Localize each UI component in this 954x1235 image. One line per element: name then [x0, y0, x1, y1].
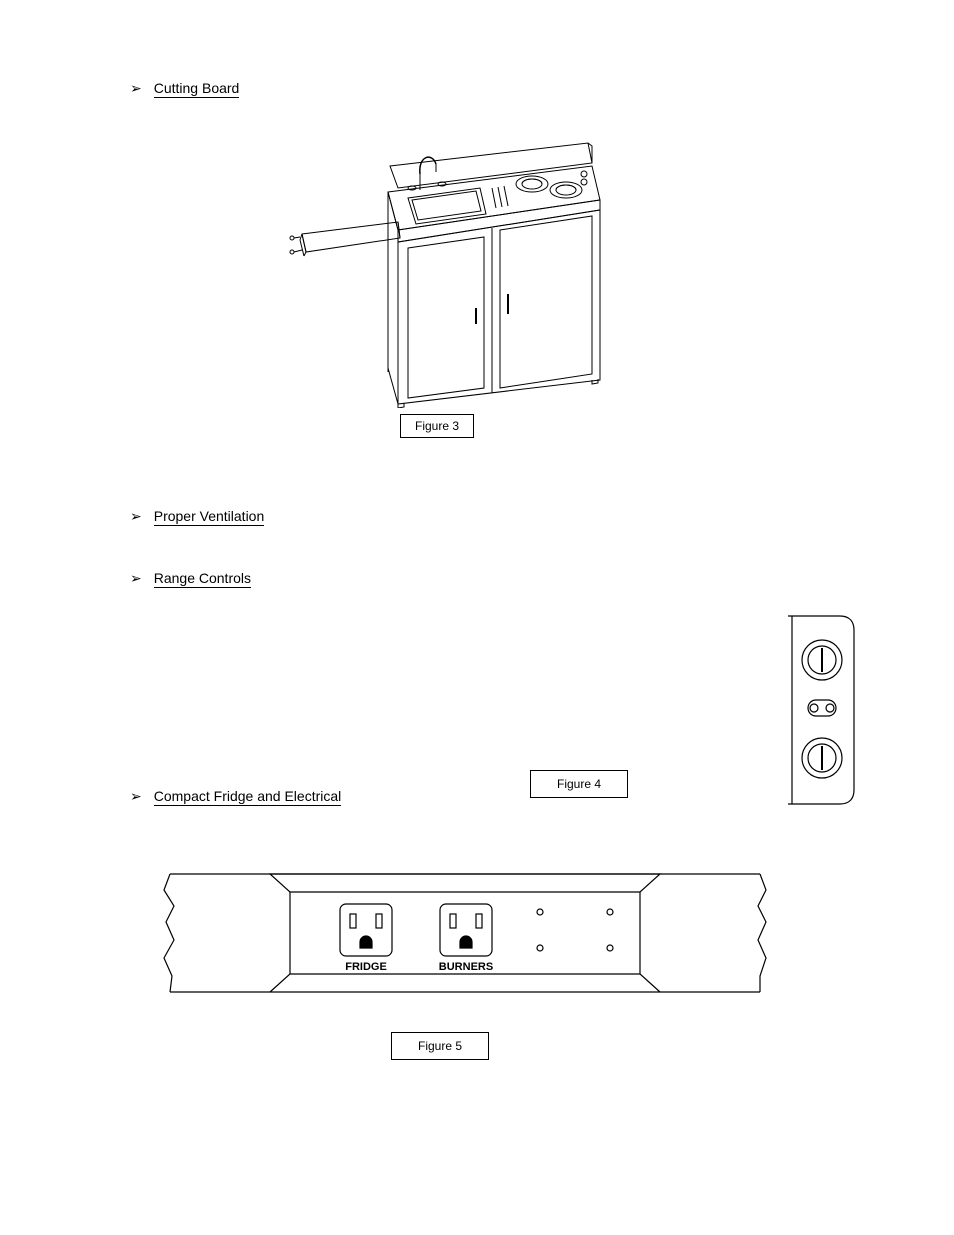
- compact-fridge-title: Compact Fridge and Electrical: [154, 788, 342, 806]
- proper-ventilation-title: Proper Ventilation: [154, 508, 265, 526]
- range-controls-title: Range Controls: [154, 570, 251, 588]
- bullet-icon: ➢: [130, 508, 142, 525]
- section-proper-ventilation: ➢ Proper Ventilation: [130, 508, 850, 526]
- bullet-icon: ➢: [130, 80, 142, 97]
- outlet-burners-label: BURNERS: [439, 961, 493, 973]
- figure-3-label: Figure 3: [400, 414, 474, 438]
- figure-3-container: Figure 3: [270, 118, 850, 438]
- bullet-icon: ➢: [130, 570, 142, 587]
- figure-5-label: Figure 5: [391, 1032, 489, 1060]
- kitchenette-drawing: [270, 118, 630, 408]
- figure-4-container: [770, 610, 860, 810]
- figure-5-container: FRIDGE BURNERS Figure 5: [160, 866, 850, 1060]
- cutting-board-title: Cutting Board: [154, 80, 240, 98]
- outlet-panel-drawing: FRIDGE BURNERS: [160, 866, 770, 1006]
- section-range-controls: ➢ Range Controls: [130, 570, 850, 588]
- section-compact-fridge-electrical: ➢ Compact Fridge and Electrical: [130, 788, 850, 806]
- bullet-icon: ➢: [130, 788, 142, 805]
- section-cutting-board: ➢ Cutting Board: [130, 80, 850, 98]
- control-knobs-drawing: [770, 610, 860, 810]
- figure-4-label: Figure 4: [530, 770, 628, 798]
- outlet-fridge-label: FRIDGE: [345, 961, 387, 973]
